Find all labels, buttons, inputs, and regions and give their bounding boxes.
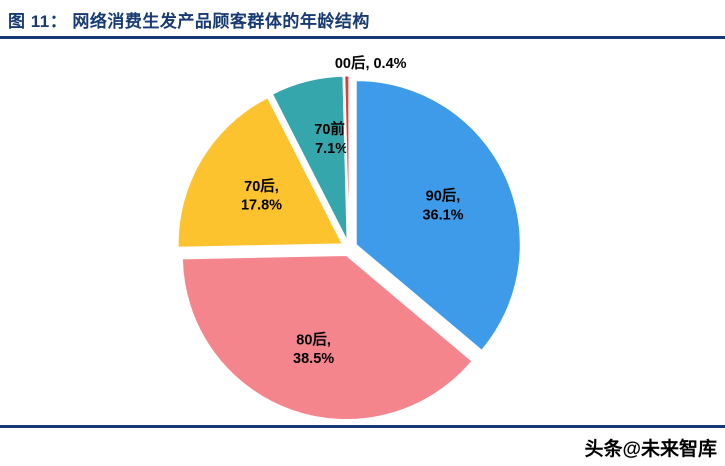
pie-label-0: 90后, 36.1% [422, 187, 463, 223]
pie-label-4: 00后, 0.4% [335, 55, 407, 72]
top-divider [0, 36, 725, 39]
pie-slice-1 [181, 255, 473, 421]
bottom-divider [0, 425, 725, 428]
watermark-text: 头条@未来智库 [584, 439, 717, 460]
pie-slice-0 [355, 80, 521, 351]
figure-title: 图 11： 网络消费生发产品顾客群体的年龄结构 [8, 12, 370, 31]
pie-slice-2 [177, 97, 343, 248]
pie-slice-4 [344, 75, 350, 241]
pie-label-2: 70后, 17.8% [241, 178, 282, 214]
pie-slice-3 [271, 75, 348, 241]
pie-label-1: 80后, 38.5% [293, 331, 334, 367]
pie-label-3: 70前, 7.1% [314, 120, 349, 157]
